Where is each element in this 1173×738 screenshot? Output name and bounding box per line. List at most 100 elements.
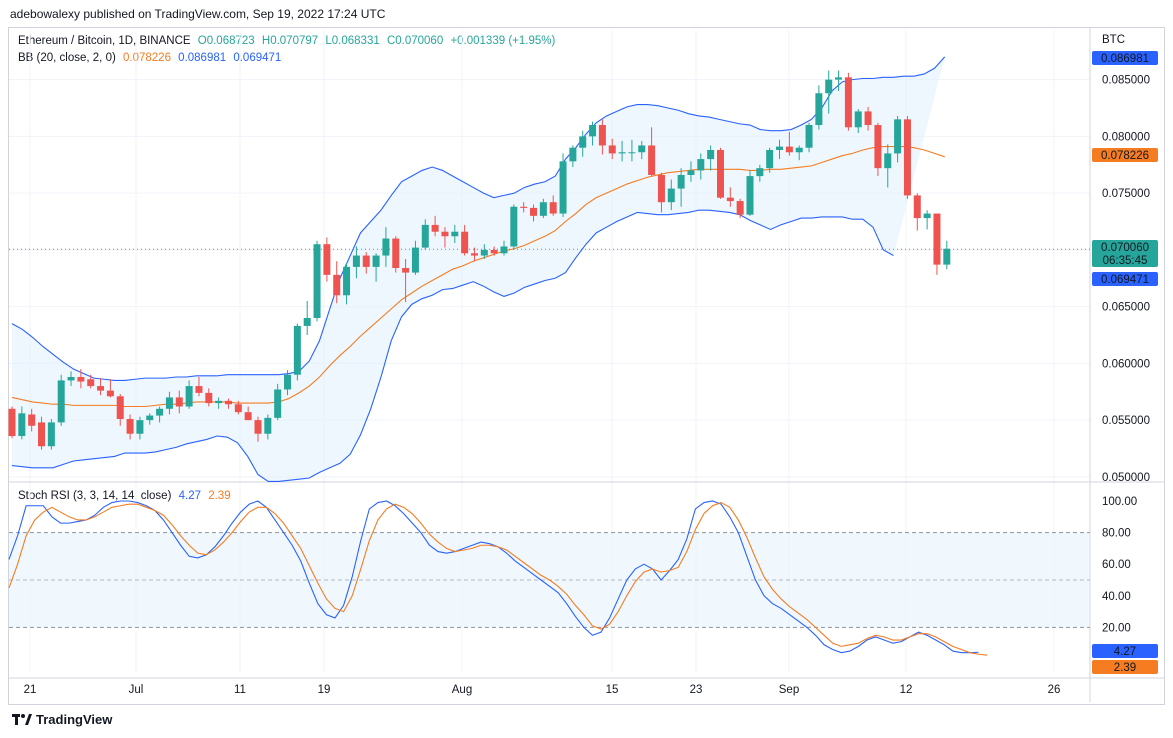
rsi-d-line (8, 501, 988, 656)
candle-body (126, 418, 134, 434)
price-tick-label: 0.050000 (1102, 472, 1150, 484)
candle-body (47, 422, 55, 447)
candle-body (707, 149, 715, 160)
candle-body (87, 379, 95, 387)
candle-body (254, 420, 262, 434)
candle-body (411, 247, 419, 273)
rsi-d-badge-text: 2.39 (1114, 662, 1136, 674)
candle-body (264, 417, 272, 434)
bb-lower-badge (1092, 272, 1158, 286)
rsi-label[interactable]: Stoch RSI (3, 3, 14, 14, close) (18, 490, 172, 502)
time-axis-label: 19 (318, 684, 331, 696)
candle-body (382, 238, 390, 256)
candle-body (884, 153, 892, 169)
candle-body (667, 188, 675, 203)
bb-upper-badge-text: 0.086981 (1101, 53, 1149, 65)
high-value: H0.070797 (261, 35, 319, 47)
candle-body (451, 231, 459, 237)
bb-basis-badge (1092, 148, 1158, 162)
rsi-tick-label: 80.00 (1102, 528, 1131, 540)
candle-body (421, 224, 429, 248)
rsi-k-value: 4.27 (178, 490, 202, 502)
candle-body (815, 93, 823, 126)
price-tick-label: 0.065000 (1102, 302, 1150, 314)
candle-body (539, 202, 547, 216)
low-value: L0.068331 (325, 35, 380, 47)
candle-body (224, 400, 232, 405)
candle-body (677, 174, 685, 189)
time-axis-label: 21 (24, 684, 37, 696)
bb-label[interactable]: BB (20, close, 2, 0) (18, 52, 116, 64)
candle-body (726, 197, 734, 202)
candle-body (146, 415, 154, 421)
candle-body (97, 386, 105, 391)
candle-body (598, 125, 606, 146)
candle-body (894, 119, 902, 154)
candle-body (608, 145, 616, 154)
candle-body (716, 149, 724, 198)
candle-body (549, 202, 557, 214)
candle-body (470, 253, 478, 256)
candle-body (913, 195, 921, 219)
candle-body (274, 389, 282, 418)
last-price-badge-text: 0.070060 (1101, 242, 1149, 254)
symbol-label[interactable]: Ethereum / Bitcoin, 1D, BINANCE (18, 35, 191, 47)
candle-body (480, 249, 488, 256)
candle-body (136, 420, 144, 434)
candle-body (293, 325, 301, 375)
candle-body (156, 408, 164, 416)
candle-body (402, 268, 410, 273)
candle-body (185, 386, 193, 407)
bb-legend: BB (20, close, 2, 0) 0.078226 0.086981 0… (18, 52, 285, 64)
candle-body (18, 413, 26, 437)
candle-body (766, 149, 774, 169)
candle-body (372, 255, 380, 267)
candle-body (175, 397, 183, 407)
rsi-legend: Stoch RSI (3, 3, 14, 14, close) 4.27 2.3… (18, 490, 235, 502)
price-tick-label: 0.085000 (1102, 75, 1150, 87)
candle-body (687, 170, 695, 175)
candle-body (77, 376, 85, 382)
candle-body (785, 146, 793, 153)
candle-body (38, 422, 46, 447)
candle-body (756, 168, 764, 177)
bb-lower-badge-text: 0.069471 (1101, 274, 1149, 286)
candle-body (835, 77, 843, 80)
rsi-tick-label: 40.00 (1102, 591, 1131, 603)
candle-body (618, 152, 626, 154)
candle-body (874, 125, 882, 169)
time-axis-label: 23 (690, 684, 703, 696)
candle-body (943, 248, 951, 265)
candle-body (510, 206, 518, 247)
candle-body (28, 414, 36, 426)
candle-body (165, 397, 173, 409)
publisher-caption: adebowalexy published on TradingView.com… (10, 7, 386, 21)
time-axis-label: Jul (129, 684, 144, 696)
candle-body (933, 213, 941, 265)
price-axis-currency: BTC (1102, 34, 1125, 46)
price-tick-label: 0.075000 (1102, 188, 1150, 200)
change-value: +0.001339 (+1.95%) (450, 35, 556, 47)
candle-body (215, 400, 223, 404)
candle-body (343, 266, 351, 296)
price-tick-label: 0.055000 (1102, 415, 1150, 427)
price-tick-label: 0.060000 (1102, 358, 1150, 370)
candle-body (490, 249, 498, 254)
last-price-badge (1092, 240, 1158, 267)
candle-body (431, 224, 439, 232)
candle-body (923, 213, 931, 219)
last-price-badge-text: 06:35:45 (1103, 255, 1148, 267)
time-axis-label: 12 (900, 684, 913, 696)
candle-body (323, 244, 331, 275)
candle-body (903, 119, 911, 196)
rsi-k-line (8, 500, 979, 654)
candle-body (648, 145, 656, 175)
time-axis-label: 11 (234, 684, 246, 696)
candle-body (825, 79, 833, 94)
candle-body (776, 146, 784, 150)
bb-lower-value: 0.069471 (233, 52, 282, 64)
candle-body (589, 125, 597, 137)
candle-body (579, 136, 587, 148)
candle-body (461, 231, 469, 254)
